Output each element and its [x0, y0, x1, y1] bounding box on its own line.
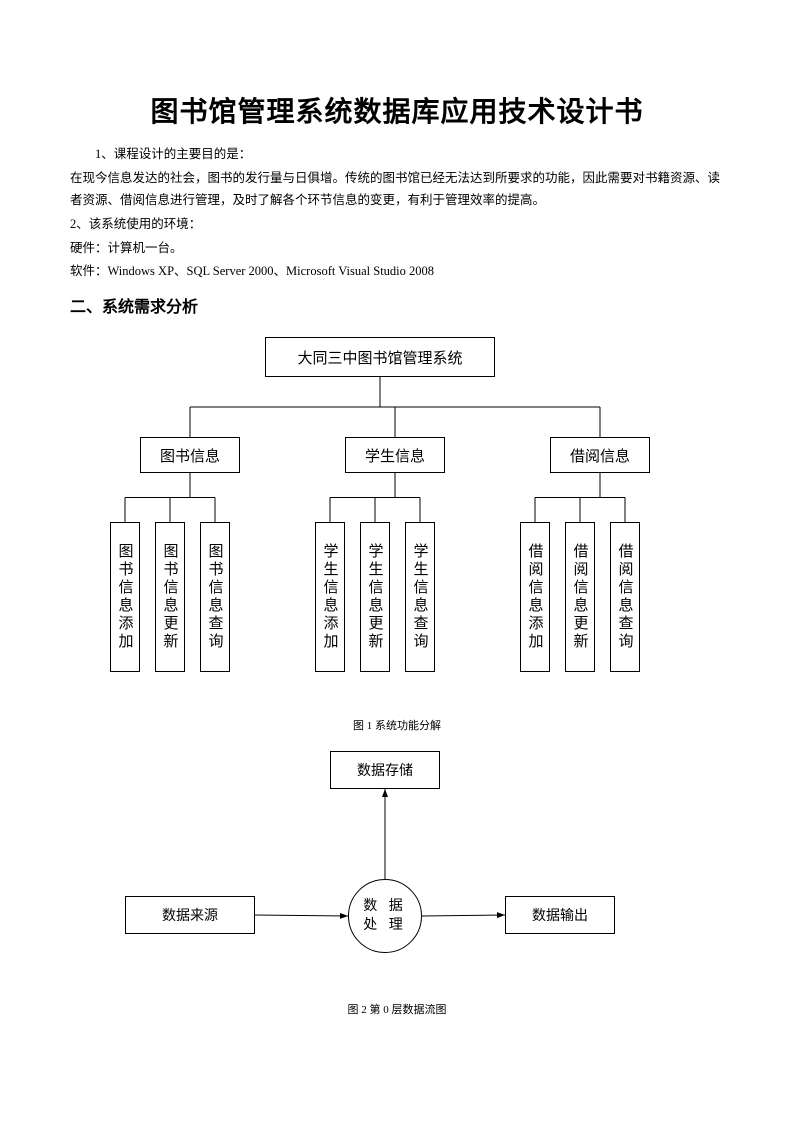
- intro-line-2: 在现今信息发达的社会，图书的发行量与日俱增。传统的图书馆已经无法达到所要求的功能…: [70, 168, 724, 212]
- tree-level2-0: 图书信息: [140, 437, 240, 473]
- tree-level2-1: 学生信息: [345, 437, 445, 473]
- figure1-caption: 图 1 系统功能分解: [70, 717, 724, 733]
- intro-line-1: 1、课程设计的主要目的是：: [70, 144, 724, 166]
- tree-root: 大同三中图书馆管理系统: [265, 337, 495, 377]
- section-heading-2: 二、系统需求分析: [70, 293, 724, 317]
- dfd-storage: 数据存储: [330, 751, 440, 789]
- tree-leaf-1-1: 学生信息更新: [360, 522, 390, 672]
- intro-line-4: 硬件：计算机一台。: [70, 238, 724, 260]
- tree-diagram: 大同三中图书馆管理系统图书信息 学生信息 借阅信息图书信息添加图书信息更新图书信息查…: [70, 337, 724, 697]
- tree-leaf-1-2: 学生信息查询: [405, 522, 435, 672]
- tree-leaf-1-0: 学生信息添加: [315, 522, 345, 672]
- tree-leaf-0-0: 图书信息添加: [110, 522, 140, 672]
- intro-line-3: 2、该系统使用的环境：: [70, 214, 724, 236]
- tree-leaf-0-2: 图书信息查询: [200, 522, 230, 672]
- page-title: 图书馆管理系统数据库应用技术设计书: [70, 90, 724, 130]
- tree-leaf-2-0: 借阅信息添加: [520, 522, 550, 672]
- dfd-source: 数据来源: [125, 896, 255, 934]
- tree-leaf-2-2: 借阅信息查询: [610, 522, 640, 672]
- tree-level2-2: 借阅信息: [550, 437, 650, 473]
- figure2-caption: 图 2 第 0 层数据流图: [70, 1001, 724, 1017]
- tree-leaf-2-1: 借阅信息更新: [565, 522, 595, 672]
- dfd-diagram: 数据存储数据来源 数据输出 数 据处 理: [70, 751, 724, 981]
- tree-leaf-0-1: 图书信息更新: [155, 522, 185, 672]
- intro-line-5: 软件：Windows XP、SQL Server 2000、Microsoft …: [70, 261, 724, 283]
- dfd-output: 数据输出: [505, 896, 615, 934]
- dfd-process: 数 据处 理: [348, 879, 422, 953]
